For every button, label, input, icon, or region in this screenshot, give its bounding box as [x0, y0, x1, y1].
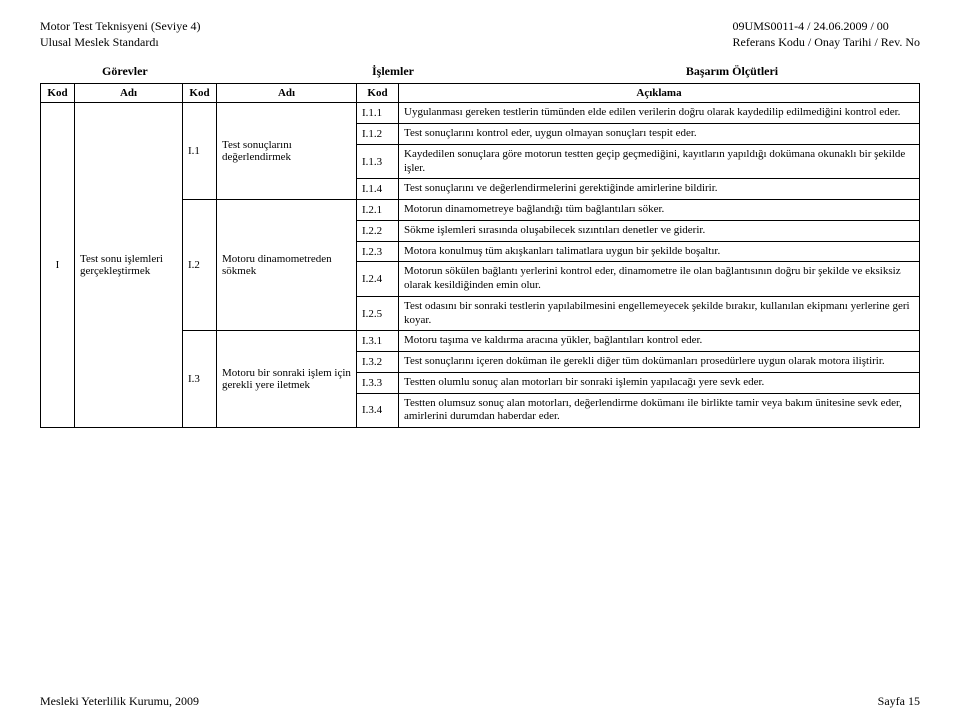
op-kod: I.2	[183, 200, 217, 331]
crit-text: Kaydedilen sonuçlara göre motorun testte…	[399, 144, 920, 179]
header-left-line2: Ulusal Meslek Standardı	[40, 34, 201, 50]
crit-kod: I.1.1	[357, 103, 399, 124]
crit-text: Test sonuçlarını içeren doküman ile gere…	[399, 352, 920, 373]
crit-text: Motorun sökülen bağlantı yerlerini kontr…	[399, 262, 920, 297]
crit-text: Test odasını bir sonraki testlerin yapıl…	[399, 296, 920, 331]
crit-text: Motoru taşıma ve kaldırma aracına yükler…	[399, 331, 920, 352]
op-kod: I.1	[183, 103, 217, 200]
th-adi-1: Adı	[75, 84, 183, 103]
table-header-row: Kod Adı Kod Adı Kod Açıklama	[41, 84, 920, 103]
header-left-line1: Motor Test Teknisyeni (Seviye 4)	[40, 18, 201, 34]
page-header: Motor Test Teknisyeni (Seviye 4) Ulusal …	[40, 18, 920, 50]
crit-text: Test sonuçlarını kontrol eder, uygun olm…	[399, 124, 920, 145]
crit-kod: I.3.1	[357, 331, 399, 352]
header-right-line1: 09UMS0011-4 / 24.06.2009 / 00	[733, 18, 920, 34]
op-adi: Motoru dinamometreden sökmek	[217, 200, 357, 331]
crit-text: Uygulanması gereken testlerin tümünden e…	[399, 103, 920, 124]
th-kod-1: Kod	[41, 84, 75, 103]
header-left: Motor Test Teknisyeni (Seviye 4) Ulusal …	[40, 18, 201, 50]
crit-kod: I.2.2	[357, 220, 399, 241]
th-adi-2: Adı	[217, 84, 357, 103]
task-kod: I	[41, 103, 75, 428]
section-title-basarim: Başarım Ölçütleri	[544, 64, 920, 79]
crit-text: Testten olumlu sonuç alan motorları bir …	[399, 372, 920, 393]
crit-kod: I.3.4	[357, 393, 399, 428]
th-kod-3: Kod	[357, 84, 399, 103]
crit-text: Test sonuçlarını ve değerlendirmelerini …	[399, 179, 920, 200]
crit-text: Motorun dinamometreye bağlandığı tüm bağ…	[399, 200, 920, 221]
footer-left: Mesleki Yeterlilik Kurumu, 2009	[40, 694, 199, 709]
th-kod-2: Kod	[183, 84, 217, 103]
crit-kod: I.1.4	[357, 179, 399, 200]
header-right: 09UMS0011-4 / 24.06.2009 / 00 Referans K…	[733, 18, 920, 50]
op-kod: I.3	[183, 331, 217, 428]
op-adi: Test sonuçlarını değerlendirmek	[217, 103, 357, 200]
task-adi: Test sonu işlemleri gerçekleştirmek	[75, 103, 183, 428]
crit-kod: I.2.3	[357, 241, 399, 262]
crit-kod: I.2.1	[357, 200, 399, 221]
crit-text: Testten olumsuz sonuç alan motorları, de…	[399, 393, 920, 428]
criteria-table: Kod Adı Kod Adı Kod Açıklama I Test sonu…	[40, 83, 920, 428]
section-title-gorevler: Görevler	[40, 64, 324, 79]
section-headers: Görevler İşlemler Başarım Ölçütleri	[40, 64, 920, 79]
crit-kod: I.2.5	[357, 296, 399, 331]
op-adi: Motoru bir sonraki işlem için gerekli ye…	[217, 331, 357, 428]
crit-kod: I.3.3	[357, 372, 399, 393]
table-row: I Test sonu işlemleri gerçekleştirmek I.…	[41, 103, 920, 124]
header-right-line2: Referans Kodu / Onay Tarihi / Rev. No	[733, 34, 920, 50]
page: Motor Test Teknisyeni (Seviye 4) Ulusal …	[0, 0, 960, 428]
footer-right: Sayfa 15	[878, 694, 920, 709]
crit-text: Sökme işlemleri sırasında oluşabilecek s…	[399, 220, 920, 241]
crit-text: Motora konulmuş tüm akışkanları talimatl…	[399, 241, 920, 262]
page-footer: Mesleki Yeterlilik Kurumu, 2009 Sayfa 15	[40, 694, 920, 709]
crit-kod: I.1.2	[357, 124, 399, 145]
crit-kod: I.3.2	[357, 352, 399, 373]
crit-kod: I.1.3	[357, 144, 399, 179]
section-title-islemler: İşlemler	[324, 64, 544, 79]
th-aciklama: Açıklama	[399, 84, 920, 103]
crit-kod: I.2.4	[357, 262, 399, 297]
